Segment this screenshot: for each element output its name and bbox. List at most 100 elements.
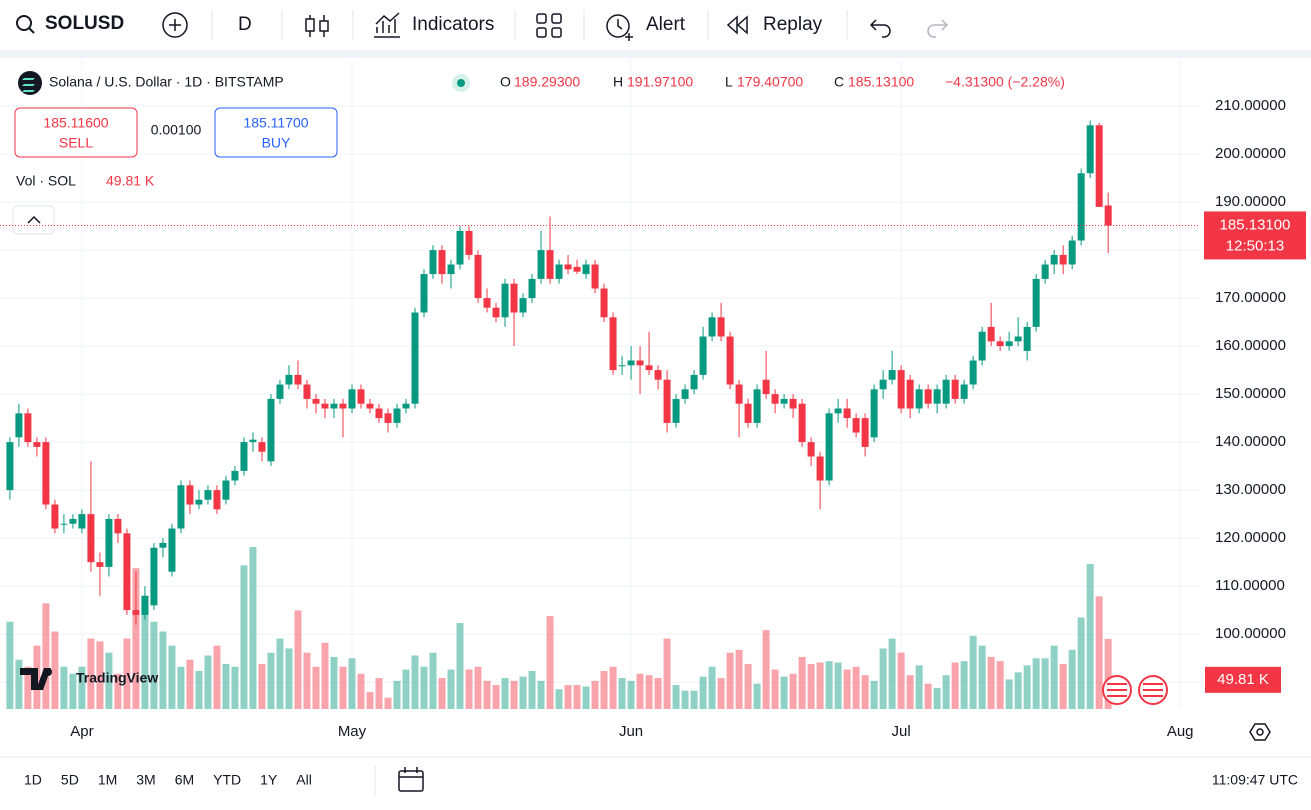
volume-bar — [600, 670, 608, 709]
candle-body — [582, 264, 590, 275]
candle-body — [168, 528, 176, 572]
volume-bar — [465, 669, 473, 709]
candle-body — [591, 264, 599, 289]
x-tick-label: Aug — [1167, 723, 1194, 740]
undo[interactable] — [869, 19, 891, 38]
legend: Solana / U.S. Dollar · 1D · BITSTAMP O 1… — [12, 71, 1065, 235]
layout-icon[interactable] — [536, 13, 547, 24]
symbol[interactable]: SOLUSD — [45, 13, 124, 34]
candle-body — [132, 610, 140, 615]
alert-icon — [606, 14, 630, 38]
candle-body — [618, 365, 626, 367]
volume-bar — [537, 680, 545, 709]
range-button[interactable]: 1Y — [260, 772, 278, 788]
candle-body — [51, 504, 59, 529]
volume-bar — [1068, 649, 1076, 709]
volume-bar — [69, 673, 77, 709]
candle-body — [564, 264, 572, 270]
candle-body — [870, 389, 878, 438]
volume-bar — [699, 676, 707, 709]
candle-body — [825, 413, 833, 481]
candle-body — [123, 533, 131, 611]
volume-bar — [978, 645, 986, 709]
search-icon[interactable] — [16, 15, 32, 31]
sell-label: SELL — [59, 135, 93, 151]
candle-body — [312, 398, 320, 404]
candle-body — [177, 485, 185, 529]
volume-bar — [132, 568, 140, 709]
y-tick-label: 140.00000 — [1215, 433, 1286, 450]
volume-bar — [744, 663, 752, 709]
add-symbol[interactable] — [162, 12, 188, 38]
chevron — [27, 215, 41, 224]
replay-button[interactable]: Replay — [763, 14, 823, 35]
volume-bar — [789, 673, 797, 709]
ohlc-key: C — [834, 74, 844, 90]
candle-body — [978, 331, 986, 361]
volume-bar — [888, 638, 896, 709]
watermark-text: TradingView — [76, 670, 158, 686]
volume-bar — [177, 666, 185, 709]
volume-bar — [213, 645, 221, 709]
volume-bar — [546, 616, 554, 709]
candle-body — [816, 456, 824, 481]
candle-body — [852, 418, 860, 433]
search-icon-handle — [28, 27, 35, 34]
interval[interactable]: D — [238, 14, 252, 35]
volume-bar — [87, 638, 95, 709]
volume-bar — [159, 631, 167, 709]
range-button[interactable]: 6M — [175, 772, 194, 788]
settings-icon[interactable] — [1249, 723, 1271, 741]
range-button[interactable]: 3M — [136, 772, 155, 788]
candle-body — [789, 398, 797, 409]
candle-body — [420, 274, 428, 313]
candle-body — [267, 398, 275, 462]
candle-body — [807, 442, 815, 457]
volume-bar — [573, 685, 581, 709]
candle-body — [1059, 254, 1067, 265]
candle-body — [240, 442, 248, 471]
indicators-button[interactable]: Indicators — [412, 14, 494, 35]
volume-bar — [996, 661, 1004, 709]
ohlc-key: L — [725, 74, 733, 90]
candle-body — [735, 384, 743, 404]
range-button[interactable]: YTD — [213, 772, 241, 788]
collapse-button[interactable] — [12, 205, 55, 235]
range-button[interactable]: All — [296, 772, 312, 788]
volume-bar — [1086, 563, 1094, 709]
volume-bar — [528, 670, 536, 709]
layout-icon — [551, 13, 562, 24]
volume-bar — [330, 656, 338, 709]
indicators-icon — [374, 12, 400, 38]
layout-icon — [551, 27, 562, 38]
goto-date[interactable] — [398, 770, 424, 792]
redo[interactable] — [927, 19, 949, 38]
volume-bar — [762, 630, 770, 709]
buy-label: BUY — [262, 135, 291, 151]
y-tick-label: 170.00000 — [1215, 289, 1286, 306]
buy-button[interactable] — [214, 107, 338, 158]
change: −4.31300 (−2.28%) — [945, 74, 1065, 90]
volume-bar — [897, 652, 905, 709]
flag-stripes — [1107, 683, 1163, 697]
sell-button[interactable] — [14, 107, 138, 158]
alert-icon-hands — [617, 19, 633, 41]
range-button[interactable]: 1D — [24, 772, 42, 788]
ohlc-key: O — [500, 74, 511, 90]
candle-body — [402, 403, 410, 409]
x-tick-label: Jul — [892, 723, 911, 740]
volume-bar — [150, 621, 158, 709]
volume-bar — [204, 655, 212, 709]
candle-body — [951, 379, 959, 399]
volume-bar — [753, 683, 761, 709]
range-button[interactable]: 1M — [98, 772, 117, 788]
candle-body — [141, 595, 149, 615]
range-button[interactable]: 5D — [61, 772, 79, 788]
alert-button[interactable]: Alert — [646, 14, 686, 35]
volume-bar — [861, 675, 869, 709]
volume-bar — [447, 669, 455, 709]
volume-bar — [24, 666, 32, 709]
candle-body — [1077, 173, 1085, 241]
candle-body — [672, 398, 680, 423]
candle-body — [294, 374, 302, 385]
